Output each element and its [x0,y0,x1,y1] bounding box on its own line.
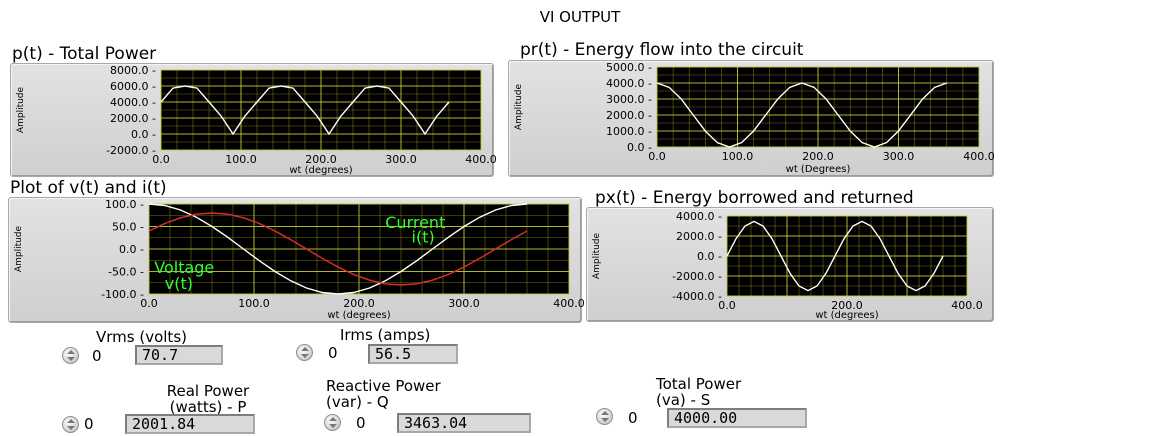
y-axis-label: Amplitude [16,86,26,133]
energy-flow-graph: 5000.0 - 4000.0 - 3000.0 - 2000.0 - 1000.0 -… [514,61,995,175]
total-power-label-line2: (va) - S [656,391,711,409]
reactive-power-spin-value[interactable]: 0 [356,414,366,432]
x-axis-label: wt (degrees) [815,310,878,321]
x-tick-label: 400.0 [951,299,983,312]
voltage-current-graph: 100.0 - 50.0 - 0.0 - -50.0 - -100.0 -0.0 100.… [14,198,585,321]
total-power-display: 4000.00 [667,408,807,428]
total-power-label: Total Power (va) - S [656,376,741,408]
total-power-label-line1: Total Power [656,375,742,393]
total-power-graph-panel[interactable]: 8000.0 - 6000.0 - 4000.0 - 2000.0 - 0.0 - -20… [10,63,497,177]
vrms-spin-icon[interactable] [62,347,79,364]
series-line [726,220,944,292]
series-line [160,85,450,136]
x-tick-label: 400.0 [963,150,995,163]
y-tick-label: -100.0 - [101,288,144,301]
energy-flow-graph-panel[interactable]: 5000.0 - 4000.0 - 3000.0 - 2000.0 - 1000.0 -… [508,60,995,177]
irms-label: Irms (amps) [340,326,431,344]
y-axis-label: Amplitude [514,83,524,130]
y-tick-label: -2000.0 - [106,144,156,157]
y-tick-label: 2000.0 - [110,112,156,125]
y-tick-label: 0.0 - [697,250,722,263]
real-power-label-line1: Real Power [166,382,250,400]
x-tick-label: 100.0 [238,297,270,310]
chart-title-voltage-current: Plot of v(t) and i(t) [10,178,167,198]
vrms-display: 70.7 [135,345,223,365]
x-tick-label: 400.0 [553,297,585,310]
chart-title-energy-flow: pr(t) - Energy flow into the circuit [520,40,804,60]
x-tick-label: 200.0 [802,150,834,163]
total-power-spin-value[interactable]: 0 [628,409,638,427]
y-tick-label: 0.0 - [119,243,144,256]
x-axis-label: wt (Degrees) [786,164,851,175]
chart-title-energy-borrowed: px(t) - Energy borrowed and returned [595,188,914,208]
y-tick-label: -4000.0 - [672,290,722,303]
y-tick-label: 4000.0 - [676,210,722,223]
y-tick-label: 3000.0 - [606,93,652,106]
irms-spin-icon[interactable] [296,344,313,361]
x-tick-label: 0.0 [648,150,666,163]
y-tick-label: 0.0 - [627,141,652,154]
x-tick-label: 300.0 [385,153,417,166]
x-axis-label: wt (degrees) [327,310,390,321]
y-tick-label: 0.0 - [131,128,156,141]
y-tick-label: 2000.0 - [606,109,652,122]
total-power-spin-icon[interactable] [596,408,613,425]
y-tick-label: 4000.0 - [606,77,652,90]
real-power-display: 2001.84 [125,414,255,434]
x-tick-label: 200.0 [305,153,337,166]
annotation-label: Voltage [154,258,214,277]
y-tick-label: 1000.0 - [606,125,652,138]
x-tick-label: 200.0 [343,297,375,310]
annotation-label: i(t) [412,227,435,246]
y-tick-label: 6000.0 - [110,80,156,93]
x-tick-label: 0.0 [718,299,736,312]
real-power-label-line2: (watts) - P [169,398,247,416]
y-tick-label: -50.0 - [108,266,144,279]
x-tick-label: 200.0 [831,299,863,312]
irms-spin-value[interactable]: 0 [328,344,338,362]
y-tick-label: -2000.0 - [672,270,722,283]
series-line [656,82,948,148]
x-axis-label: wt (degrees) [289,165,352,176]
y-tick-label: 2000.0 - [676,230,722,243]
vrms-label: Vrms (volts) [96,328,187,346]
y-tick-label: 5000.0 - [606,61,652,74]
vrms-spin-value[interactable]: 0 [92,347,102,365]
series-line [148,212,528,286]
total-power-graph: 8000.0 - 6000.0 - 4000.0 - 2000.0 - 0.0 - -20… [16,64,497,176]
annotation-label: v(t) [165,274,193,293]
x-tick-label: 300.0 [448,297,480,310]
y-tick-label: 100.0 - [105,198,144,211]
x-tick-label: 0.0 [152,153,170,166]
irms-display: 56.5 [368,344,458,364]
y-tick-label: 50.0 - [112,221,144,234]
reactive-power-spin-icon[interactable] [324,414,341,431]
y-axis-label: Amplitude [592,232,602,279]
y-tick-label: 4000.0 - [110,96,156,109]
real-power-spin-value[interactable]: 0 [84,415,94,433]
chart-title-total-power: p(t) - Total Power [12,44,157,64]
y-axis-label: Amplitude [14,225,24,272]
series-line [148,203,528,295]
energy-borrowed-graph-panel[interactable]: 4000.0 - 2000.0 - 0.0 - -2000.0 - -4000.0 -0… [586,207,994,322]
x-tick-label: 300.0 [883,150,915,163]
x-tick-label: 0.0 [140,297,158,310]
page-title: VI OUTPUT [539,8,621,26]
x-tick-label: 100.0 [225,153,257,166]
real-power-spin-icon[interactable] [62,416,79,433]
reactive-power-display: 3463.04 [397,413,531,433]
reactive-power-label-line1: Reactive Power [326,377,441,395]
real-power-label: Real Power (watts) - P [108,383,308,415]
voltage-current-graph-panel[interactable]: 100.0 - 50.0 - 0.0 - -50.0 - -100.0 -0.0 100.… [8,197,585,323]
reactive-power-label: Reactive Power (var) - Q [326,378,441,410]
y-tick-label: 8000.0 - [110,64,156,77]
reactive-power-label-line2: (var) - Q [326,393,389,411]
x-tick-label: 400.0 [465,153,497,166]
x-tick-label: 100.0 [722,150,754,163]
energy-borrowed-graph: 4000.0 - 2000.0 - 0.0 - -2000.0 - -4000.0 -0… [592,210,983,321]
annotation-label: Current [385,213,445,232]
